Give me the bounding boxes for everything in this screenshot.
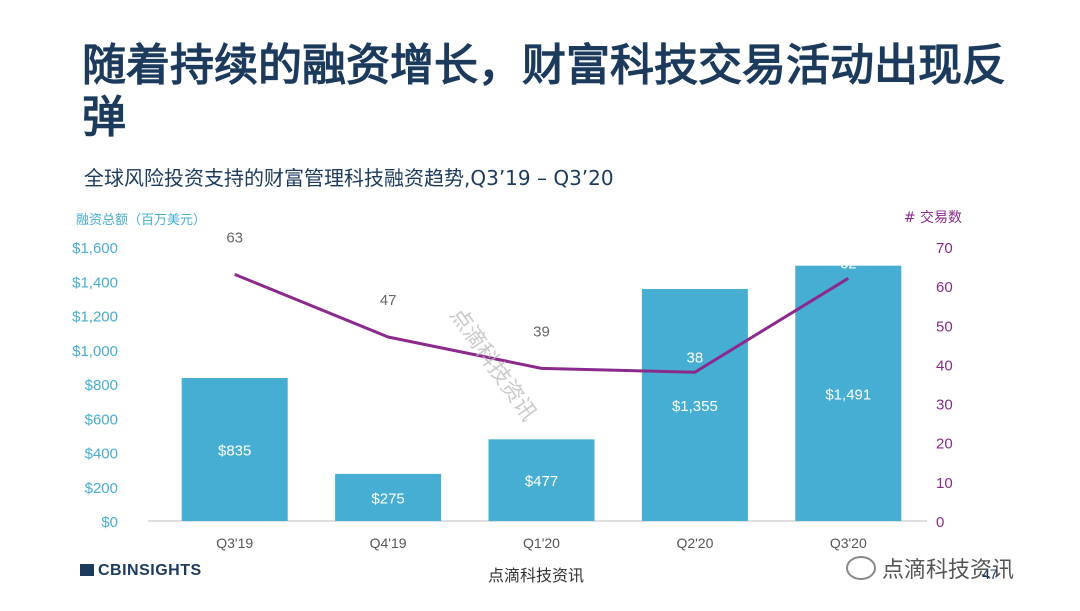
y2-tick-label: 40: [936, 357, 953, 374]
wechat-icon: [846, 556, 876, 580]
y2-tick-label: 0: [936, 514, 944, 531]
y-tick-label: $1,400: [72, 274, 118, 291]
page-number: 47: [982, 566, 998, 582]
line-data-label: 38: [687, 349, 704, 366]
cbinsights-logo: CBINSIGHTS: [80, 562, 202, 580]
bar-data-label: $477: [525, 473, 558, 490]
x-tick-label: Q2'20: [676, 535, 713, 551]
bar: [641, 288, 748, 521]
y-tick-label: $1,200: [72, 309, 118, 326]
bar-data-label: $275: [371, 490, 404, 507]
x-tick-label: Q1'20: [523, 535, 560, 551]
line-data-label: 63: [226, 229, 243, 246]
y-tick-label: $1,000: [72, 343, 118, 360]
y-tick-label: $400: [85, 446, 118, 463]
page-title: 随着持续的融资增长，财富科技交易活动出现反弹: [82, 40, 1006, 143]
y-tick-label: $1,600: [72, 240, 118, 257]
bar-data-label: $1,355: [672, 398, 718, 415]
bar-data-label: $1,491: [825, 386, 871, 403]
x-tick-label: Q3'20: [830, 535, 867, 551]
y2-tick-label: 50: [936, 318, 953, 335]
y2-tick-label: 70: [936, 240, 953, 257]
y-tick-label: $200: [85, 480, 118, 497]
bar-data-label: $835: [218, 443, 251, 460]
bar: [335, 473, 442, 521]
footer-source: 点滴科技资讯: [488, 566, 585, 585]
bar: [488, 439, 595, 521]
wechat-label: 点滴科技资讯: [882, 558, 1015, 583]
y-axis-title: 融资总额（百万美元）: [76, 213, 206, 228]
bar: [795, 265, 902, 521]
cbinsights-logo-text: CBINSIGHTS: [98, 562, 202, 579]
y2-axis-title: # 交易数: [904, 209, 962, 226]
line-series: [234, 273, 850, 374]
bar: [181, 378, 288, 521]
line-data-label: 47: [380, 292, 397, 309]
y2-tick-label: 30: [936, 397, 953, 414]
x-tick-label: Q3'19: [216, 535, 253, 551]
y-tick-label: $0: [101, 514, 118, 531]
y2-tick-label: 20: [936, 436, 953, 453]
chart-subtitle: 全球风险投资支持的财富管理科技融资趋势,Q3’19 – Q3’20: [84, 166, 614, 190]
x-tick-label: Q4'19: [370, 535, 407, 551]
y2-tick-label: 60: [936, 279, 953, 296]
y-tick-label: $600: [85, 411, 118, 428]
y2-tick-label: 10: [936, 475, 953, 492]
wechat-badge: 点滴科技资讯: [846, 552, 1014, 584]
cbinsights-mark-icon: [80, 564, 94, 576]
y-tick-label: $800: [85, 377, 118, 394]
line-data-label: 39: [533, 323, 550, 340]
line-data-label: 62: [840, 255, 857, 272]
